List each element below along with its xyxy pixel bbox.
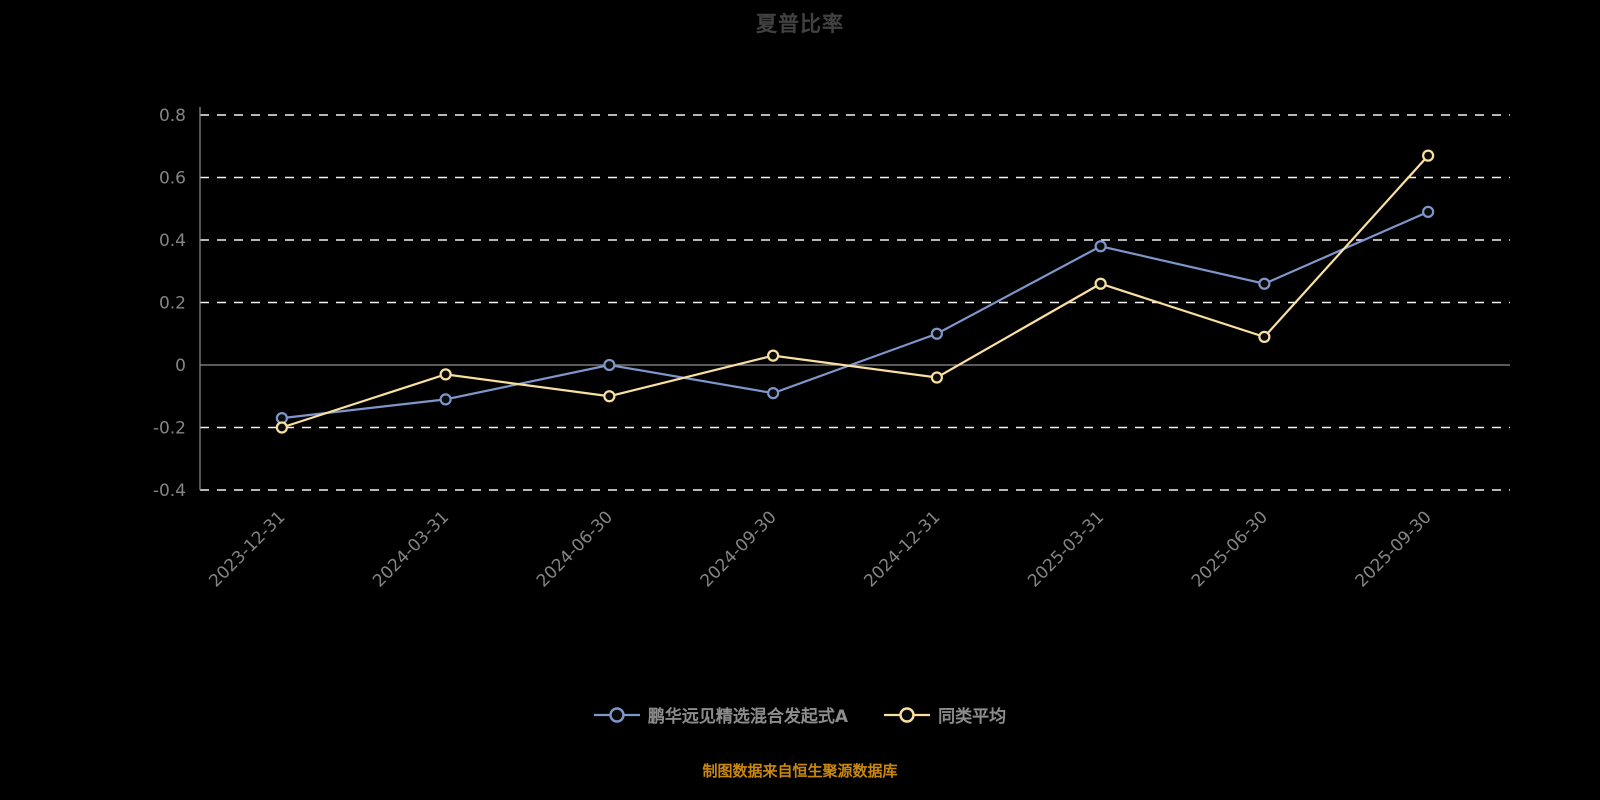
y-tick-label: -0.4 — [153, 481, 186, 501]
y-tick-label: 0.2 — [159, 294, 186, 314]
x-tick-label: 2024-12-31 — [860, 507, 944, 591]
x-tick-label: 2024-09-30 — [697, 507, 781, 591]
y-tick-label: 0.4 — [159, 231, 186, 251]
x-tick-label: 2024-03-31 — [369, 507, 453, 591]
chart-legend: 鹏华远见精选混合发起式A 同类平均 — [0, 702, 1600, 727]
data-point[interactable] — [1258, 330, 1271, 343]
data-point[interactable] — [439, 393, 452, 406]
y-tick-label: 0 — [175, 356, 186, 376]
data-source-note: 制图数据来自恒生聚源数据库 — [702, 762, 898, 780]
legend-item-1[interactable]: 同类平均 — [884, 702, 1006, 727]
legend-line-marker-icon — [884, 706, 931, 723]
data-point[interactable] — [603, 358, 616, 372]
data-point[interactable] — [1422, 149, 1435, 162]
data-point[interactable] — [930, 371, 943, 384]
data-point[interactable] — [930, 327, 943, 340]
series-line-1 — [281, 154, 1429, 429]
data-point[interactable] — [1422, 205, 1435, 218]
y-tick-label: -0.2 — [153, 419, 186, 439]
data-point[interactable] — [1094, 240, 1107, 253]
data-point[interactable] — [767, 349, 780, 362]
data-point[interactable] — [275, 421, 288, 434]
x-tick-label: 2023-12-31 — [205, 507, 289, 591]
series-line-0 — [281, 210, 1429, 420]
y-tick-label: 0.6 — [159, 169, 186, 189]
data-point[interactable] — [767, 387, 780, 400]
data-point[interactable] — [1094, 277, 1107, 290]
legend-label: 鹏华远见精选混合发起式A — [647, 707, 849, 727]
line-chart-canvas: -0.4 -0.2 0 0.2 0.4 0.6 0.8 2023-12-31 2024-03-3… — [153, 106, 1510, 591]
legend-line-marker-icon — [593, 706, 640, 723]
x-tick-label: 2025-06-30 — [1188, 507, 1272, 591]
legend-item-0[interactable]: 鹏华远见精选混合发起式A — [593, 702, 849, 727]
x-tick-label: 2025-09-30 — [1352, 507, 1436, 591]
data-point[interactable] — [603, 390, 616, 403]
y-tick-label: 0.8 — [159, 106, 186, 126]
data-point[interactable] — [439, 368, 452, 381]
data-point[interactable] — [1258, 277, 1271, 290]
legend-label: 同类平均 — [938, 707, 1007, 727]
x-tick-label: 2024-06-30 — [533, 507, 617, 591]
x-tick-label: 2025-03-31 — [1024, 507, 1108, 591]
chart-title: 夏普比率 — [756, 12, 844, 36]
